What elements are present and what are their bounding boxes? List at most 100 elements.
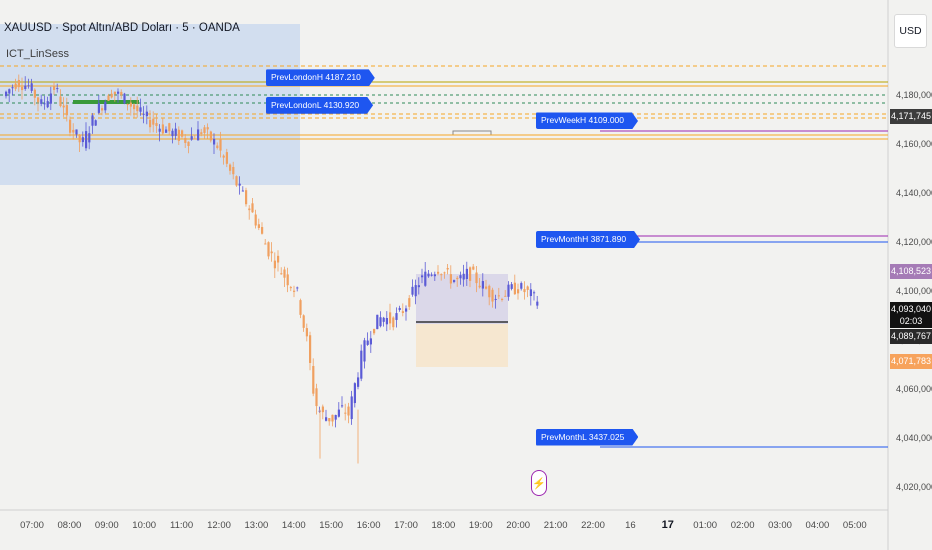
candle-body — [81, 137, 84, 143]
price-badge: 4,171,745 — [890, 109, 932, 125]
candle-body — [469, 267, 472, 281]
candle-body — [62, 105, 65, 108]
candle-body — [222, 155, 225, 158]
candle-body — [30, 83, 33, 91]
candle-body — [472, 266, 475, 270]
price-tick-label: 4,180,000 — [896, 90, 932, 100]
candle-body — [395, 313, 398, 320]
candle-body — [299, 300, 302, 315]
candle-body — [501, 298, 504, 300]
time-tick-label: 03:00 — [768, 520, 792, 531]
time-tick-label: 02:00 — [730, 520, 755, 531]
candle-body — [142, 113, 145, 115]
candle-body — [190, 136, 193, 140]
candle-body — [187, 141, 190, 147]
candle-body — [481, 281, 484, 289]
candle-body — [203, 127, 206, 133]
candle-body — [497, 295, 500, 297]
time-tick-label: 16:00 — [356, 520, 381, 531]
candle-body — [37, 97, 40, 103]
candle-body — [11, 87, 14, 89]
time-tick-label: 16 — [625, 520, 636, 531]
candle-body — [69, 119, 72, 133]
candle-body — [241, 190, 244, 192]
candle-body — [251, 203, 254, 213]
candle-body — [360, 350, 363, 379]
candle-body — [417, 285, 420, 288]
time-tick-label: 17:00 — [394, 520, 418, 531]
time-tick-label: 08:00 — [57, 520, 82, 531]
candle-body — [219, 139, 222, 151]
candle-body — [507, 284, 510, 297]
candle-body — [389, 312, 392, 324]
candle-body — [411, 286, 414, 295]
candle-body — [430, 274, 433, 276]
candle-body — [225, 152, 228, 164]
ny-session-box-bottom — [416, 324, 508, 367]
currency-button[interactable]: USD — [894, 14, 927, 48]
candle-body — [408, 298, 411, 307]
candle-body — [286, 274, 289, 286]
candle-body — [446, 267, 449, 270]
candle-body — [302, 315, 305, 328]
candle-body — [270, 251, 273, 254]
candle-body — [328, 418, 331, 422]
time-tick-label: 12:00 — [207, 520, 231, 531]
candle-body — [267, 242, 270, 257]
candle-body — [8, 89, 11, 94]
candle-body — [523, 289, 526, 293]
candle-body — [414, 285, 417, 297]
candle-body — [197, 129, 200, 141]
time-tick-label: 13:00 — [244, 520, 269, 531]
candle-body — [33, 89, 36, 98]
time-tick-label: 22:00 — [581, 520, 605, 531]
candle-body — [341, 405, 344, 407]
lightning-icon[interactable]: ⚡ — [531, 470, 547, 496]
candle-body — [369, 338, 372, 345]
level-tag: PrevMonthH 3871.890 — [536, 231, 640, 248]
candle-body — [104, 101, 107, 111]
candle-body — [504, 295, 507, 297]
candle-body — [152, 118, 155, 125]
candle-body — [277, 255, 280, 263]
candle-body — [78, 134, 81, 143]
candle-body — [155, 123, 158, 126]
candle-body — [334, 414, 337, 420]
price-tick-label: 4,020,000 — [896, 482, 932, 492]
candle-body — [344, 412, 347, 414]
candle-body — [337, 409, 340, 417]
candle-body — [120, 91, 123, 96]
candle-body — [485, 286, 488, 289]
time-tick-label: 14:00 — [281, 520, 306, 531]
candle-body — [213, 138, 216, 145]
level-tag: PrevWeekH 4109.000 — [536, 112, 638, 129]
candle-body — [392, 317, 395, 328]
candle-body — [363, 340, 366, 362]
candle-body — [491, 289, 494, 302]
time-tick-label: 05:00 — [842, 520, 867, 531]
candle-body — [421, 275, 424, 278]
candle-body — [229, 164, 232, 171]
price-badge: 02:03 — [890, 314, 932, 328]
price-tick-label: 4,140,000 — [896, 188, 932, 198]
candles — [5, 74, 539, 464]
candle-body — [526, 286, 529, 290]
candle-body — [145, 111, 148, 117]
candle-body — [136, 105, 139, 112]
price-badge: 4,089,767 — [890, 328, 932, 344]
candle-body — [40, 99, 43, 104]
time-tick-label: 10:00 — [132, 520, 157, 531]
small-range-box — [452, 130, 492, 136]
price-tick-label: 4,060,000 — [896, 384, 932, 394]
candle-body — [24, 85, 27, 89]
candle-body — [513, 282, 516, 295]
candle-body — [315, 388, 318, 407]
time-tick-label: 19:00 — [468, 520, 493, 531]
candle-body — [129, 102, 132, 107]
candle-body — [53, 85, 56, 90]
indicator-label[interactable]: ICT_LinSess — [6, 48, 69, 60]
candle-body — [353, 383, 356, 404]
time-tick-label: 17 — [661, 519, 674, 531]
candle-body — [529, 289, 532, 297]
